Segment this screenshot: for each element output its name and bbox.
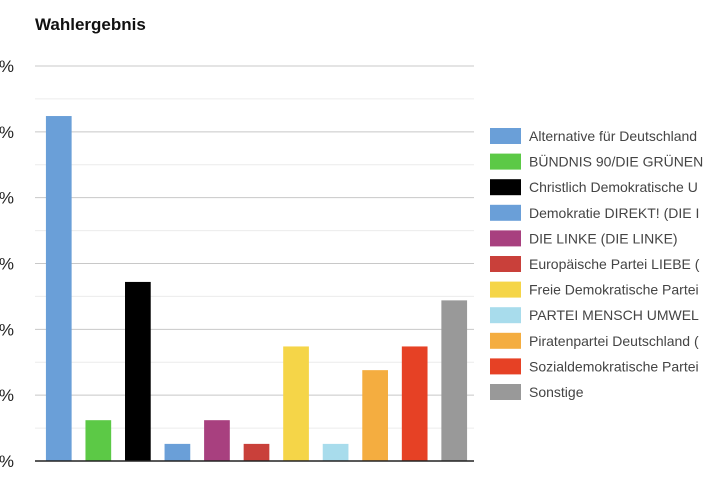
legend-item[interactable]: Piratenpartei Deutschland ( xyxy=(490,332,699,349)
legend-swatch xyxy=(490,384,521,400)
legend-label: Europäische Partei LIEBE ( xyxy=(529,256,700,272)
legend-label: Freie Demokratische Partei xyxy=(529,282,699,298)
legend-label: Alternative für Deutschland xyxy=(529,128,697,144)
bar-7[interactable] xyxy=(322,443,349,461)
legend-swatch xyxy=(490,307,521,324)
legend-swatch xyxy=(490,281,521,298)
bar-5[interactable] xyxy=(243,443,270,461)
bar-0[interactable] xyxy=(45,116,72,462)
legend-label: Sonstige xyxy=(529,384,584,400)
legend-swatch xyxy=(490,128,521,144)
legend-swatch xyxy=(490,230,521,247)
y-axis-ticks: %%%%%%% xyxy=(0,57,14,471)
legend-swatch xyxy=(490,332,521,349)
legend-label: BÜNDNIS 90/DIE GRÜNEN xyxy=(529,153,703,170)
legend-swatch xyxy=(490,204,521,221)
y-tick-label: % xyxy=(0,320,14,339)
bar-4[interactable] xyxy=(204,420,230,461)
legend-label: Piratenpartei Deutschland ( xyxy=(529,333,699,349)
bar-9[interactable] xyxy=(401,346,428,461)
y-tick-label: % xyxy=(0,386,14,405)
legend-label: Demokratie DIREKT! (DIE I xyxy=(529,205,699,221)
y-tick-label: % xyxy=(0,123,14,142)
bar-2[interactable] xyxy=(125,281,151,461)
legend-item[interactable]: Demokratie DIREKT! (DIE I xyxy=(490,204,699,221)
legend: Alternative für Deutschland BÜNDNIS 90/DI… xyxy=(490,128,703,400)
bar-1[interactable] xyxy=(85,420,112,461)
y-tick-label: % xyxy=(0,57,14,76)
y-tick-label: % xyxy=(0,255,14,274)
legend-label: Christlich Demokratische U xyxy=(529,179,698,195)
bar-3[interactable] xyxy=(164,443,191,461)
bar-10[interactable] xyxy=(441,300,468,461)
legend-item[interactable]: BÜNDNIS 90/DIE GRÜNEN xyxy=(490,153,703,170)
legend-swatch xyxy=(490,153,521,170)
legend-item[interactable]: Europäische Partei LIEBE ( xyxy=(490,256,700,272)
grid-lines xyxy=(35,65,474,429)
bar-6[interactable] xyxy=(283,346,309,461)
legend-label: PARTEI MENSCH UMWEL xyxy=(529,307,699,323)
legend-item[interactable]: Alternative für Deutschland xyxy=(490,128,697,144)
legend-item[interactable]: DIE LINKE (DIE LINKE) xyxy=(490,230,678,247)
legend-item[interactable]: Freie Demokratische Partei xyxy=(490,281,699,298)
legend-item[interactable]: PARTEI MENSCH UMWEL xyxy=(490,307,699,324)
legend-swatch xyxy=(490,358,521,375)
legend-swatch xyxy=(490,256,521,272)
legend-label: DIE LINKE (DIE LINKE) xyxy=(529,230,678,246)
legend-label: Sozialdemokratische Partei xyxy=(529,358,699,374)
chart-title: Wahlergebnis xyxy=(35,15,146,34)
y-tick-label: % xyxy=(0,189,14,208)
legend-item[interactable]: Sozialdemokratische Partei xyxy=(490,358,699,375)
legend-item[interactable]: Sonstige xyxy=(490,384,584,400)
legend-swatch xyxy=(490,179,521,196)
bar-8[interactable] xyxy=(362,370,388,461)
bars xyxy=(45,116,468,462)
y-tick-label: % xyxy=(0,452,14,471)
legend-item[interactable]: Christlich Demokratische U xyxy=(490,179,698,196)
